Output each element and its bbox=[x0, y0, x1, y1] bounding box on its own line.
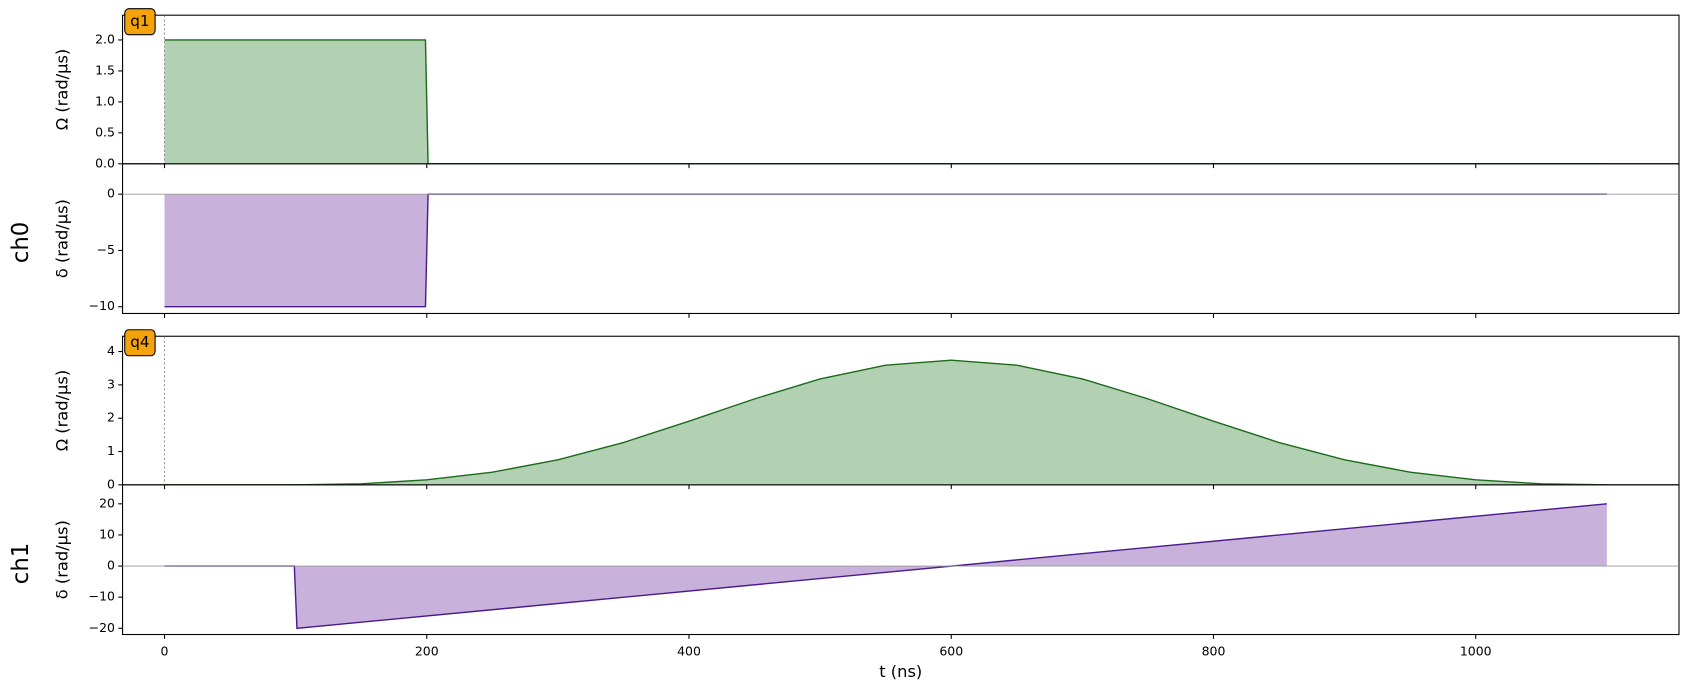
y-tick-label: −10 bbox=[89, 298, 115, 313]
y-tick-label: 0.0 bbox=[95, 155, 115, 170]
y-tick-label: −20 bbox=[89, 620, 115, 635]
y-tick-label: 20 bbox=[99, 495, 115, 510]
y-axis-label: δ (rad/µs) bbox=[52, 520, 71, 599]
x-axis-label: t (ns) bbox=[879, 662, 922, 681]
x-tick-label: 600 bbox=[939, 643, 963, 658]
y-tick-label: 10 bbox=[99, 526, 115, 541]
area-fill bbox=[164, 39, 1607, 164]
y-tick-label: 3 bbox=[107, 376, 115, 391]
x-tick-label: 1000 bbox=[1460, 643, 1492, 658]
axes-frame bbox=[122, 484, 1680, 636]
target-label: q4 bbox=[130, 333, 149, 351]
channel-label: ch0 bbox=[8, 222, 34, 263]
x-tick-label: 400 bbox=[677, 643, 701, 658]
y-tick-label: −10 bbox=[89, 589, 115, 604]
channel-label: ch1 bbox=[8, 543, 34, 584]
area-fill bbox=[164, 360, 1607, 485]
y-tick-label: −5 bbox=[97, 242, 115, 257]
y-tick-label: 4 bbox=[107, 343, 115, 358]
area-line bbox=[164, 359, 1607, 486]
y-tick-label: 2.0 bbox=[95, 31, 115, 46]
y-tick-label: 0 bbox=[107, 186, 115, 201]
y-axis-label: δ (rad/µs) bbox=[52, 199, 71, 278]
area-fill bbox=[164, 194, 1607, 307]
y-tick-label: 0 bbox=[107, 476, 115, 491]
x-tick-label: 800 bbox=[1202, 643, 1226, 658]
y-axis-label: Ω (rad/µs) bbox=[52, 49, 71, 131]
y-tick-label: 0 bbox=[107, 558, 115, 573]
y-tick-label: 1.0 bbox=[95, 93, 115, 108]
y-tick-label: 1 bbox=[107, 443, 115, 458]
target-label: q1 bbox=[130, 12, 149, 30]
y-tick-label: 1.5 bbox=[95, 62, 115, 77]
y-tick-label: 0.5 bbox=[95, 124, 115, 139]
y-axis-label: Ω (rad/µs) bbox=[52, 370, 71, 452]
axes-frame bbox=[122, 163, 1680, 315]
target-box bbox=[124, 329, 156, 357]
target-box bbox=[124, 8, 156, 36]
x-tick-label: 0 bbox=[161, 643, 169, 658]
x-tick-label: 200 bbox=[415, 643, 439, 658]
y-tick-label: 2 bbox=[107, 410, 115, 425]
